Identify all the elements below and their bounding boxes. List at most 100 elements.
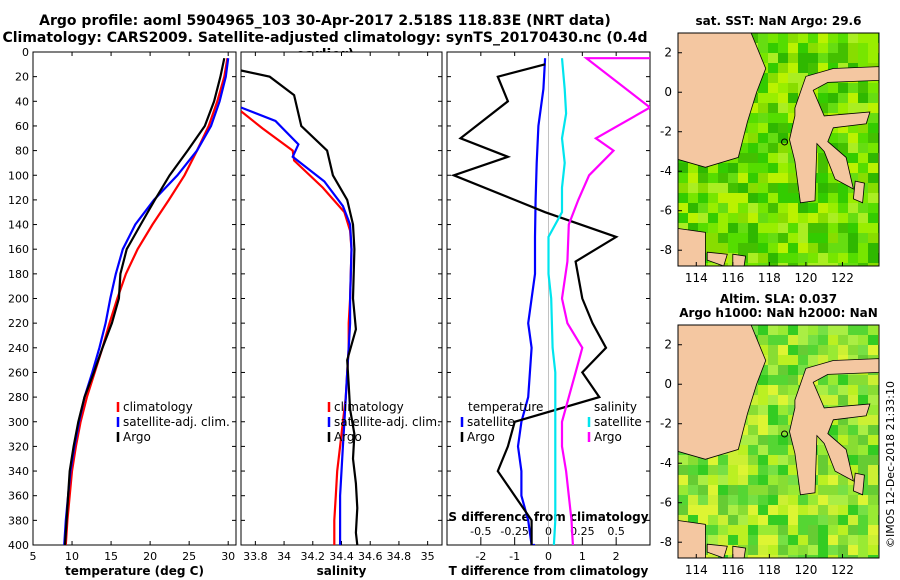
sla-map-cell: [758, 345, 769, 356]
sst-map-cell: [878, 153, 879, 164]
sla-map-cell: [718, 505, 729, 516]
sla-map-cell: [708, 465, 719, 476]
temperature-xtick-label: 25: [182, 550, 196, 563]
sla-map-cell: [858, 455, 869, 466]
salinity-xtick-label: 35: [421, 550, 435, 563]
sla-map-cell: [748, 515, 759, 526]
temperature-xtick-label: 10: [65, 550, 79, 563]
sla-map-cell: [868, 475, 879, 486]
sla-map-cell: [778, 395, 789, 406]
sst-map-cell: [848, 93, 859, 104]
sst-map-cell: [788, 263, 799, 266]
sst-map-cell: [768, 193, 779, 204]
sst-map-cell: [808, 213, 819, 224]
sst-map-cell: [818, 193, 829, 204]
sla-map-cell: [758, 415, 769, 426]
sla-map-cell: [698, 485, 709, 496]
sst-map-cell: [788, 73, 799, 84]
sst-map-cell: [848, 233, 859, 244]
sla-map-cell: [758, 385, 769, 396]
temperature-ytick-label: 140: [8, 219, 29, 232]
sla-map-cell: [848, 455, 859, 466]
sst-map-cell: [858, 173, 869, 184]
sla-map-cell: [818, 375, 829, 386]
sla-map-cell: [718, 485, 729, 496]
sla-map-cell: [818, 545, 829, 556]
sla-map-xtick-label: 114: [685, 563, 708, 577]
sla-map-cell: [698, 455, 709, 466]
sst-map-cell: [748, 193, 759, 204]
sst-map-cell: [858, 153, 869, 164]
sst-map-cell: [828, 233, 839, 244]
sst-map-field: [678, 33, 879, 266]
sst-map-cell: [868, 233, 879, 244]
sla-map-frame: [677, 324, 880, 559]
sst-map-cell: [718, 213, 729, 224]
sst-map-cell: [728, 233, 739, 244]
sst-map-cell: [758, 243, 769, 254]
sla-map-cell: [728, 485, 739, 496]
sst-map-cell: [688, 213, 699, 224]
sla-map-cell: [758, 515, 769, 526]
sst-map-cell: [688, 183, 699, 194]
sla-map-cell: [768, 385, 779, 396]
sla-map-cell: [858, 395, 869, 406]
sst-map-cell: [788, 43, 799, 54]
sst-map-cell: [828, 33, 839, 44]
sst-map-cell: [798, 263, 809, 266]
sst-map-cell: [848, 243, 859, 254]
sla-map-cell: [848, 435, 859, 446]
sla-map-land-java: [678, 520, 706, 558]
sst-map-cell: [678, 203, 689, 214]
sst-map-xtick-label: 122: [831, 271, 854, 285]
sla-map-cell: [758, 465, 769, 476]
sla-map-cell: [788, 405, 799, 416]
sst-map-cell: [798, 63, 809, 74]
sla-map-cell: [688, 485, 699, 496]
sst-map-cell: [878, 253, 879, 264]
sla-map-cell: [678, 495, 689, 506]
difference-legend-t-satellite-label: satellite: [467, 415, 515, 429]
sla-map-cell: [738, 535, 749, 546]
sla-map-cell: [768, 545, 779, 556]
sla-map-cell: [758, 475, 769, 486]
sla-map-cell: [788, 475, 799, 486]
sst-map-cell: [788, 113, 799, 124]
sla-map-cell: [868, 545, 879, 556]
sla-map-cell: [768, 535, 779, 546]
sst-map-cell: [848, 53, 859, 64]
temperature-legend-satellite-adj-label: satellite-adj. clim.: [123, 415, 230, 429]
sla-map-cell: [828, 495, 839, 506]
sst-map-cell: [698, 193, 709, 204]
sla-map-cell: [868, 485, 879, 496]
sla-map-cell: [828, 385, 839, 396]
sla-map-cell: [768, 425, 779, 436]
sla-map-cell: [758, 455, 769, 466]
sst-map-cell: [858, 233, 869, 244]
sst-map-cell: [768, 153, 779, 164]
sst-map-cell: [748, 113, 759, 124]
sla-map-cell: [798, 365, 809, 376]
sst-map-cell: [778, 153, 789, 164]
sla-map-cell: [828, 505, 839, 516]
sst-map-cell: [808, 53, 819, 64]
sst-map-cell: [868, 103, 879, 114]
sst-map-cell: [788, 153, 799, 164]
sst-map-cell: [878, 263, 879, 266]
sla-map-cell: [738, 515, 749, 526]
sla-map-cell: [838, 555, 849, 558]
sst-map-cell: [698, 203, 709, 214]
sla-map-cell: [688, 465, 699, 476]
sst-map-xtick-label: 114: [685, 271, 708, 285]
sla-map-cell: [718, 535, 729, 546]
sla-map-cell: [788, 455, 799, 466]
sst-map-cell: [758, 183, 769, 194]
sst-map-cell: [768, 253, 779, 264]
sla-map-cell: [858, 445, 869, 456]
temperature-ytick-label: 300: [8, 416, 29, 429]
sst-map-cell: [748, 213, 759, 224]
sla-map-panel: 114 116 118 120 122 2 0 -2 -4 -6 -8 Altim. SLA: 0.0…: [660, 292, 880, 577]
sst-map-cell: [818, 243, 829, 254]
sst-map-cell: [748, 133, 759, 144]
sla-map-cell: [788, 325, 799, 336]
